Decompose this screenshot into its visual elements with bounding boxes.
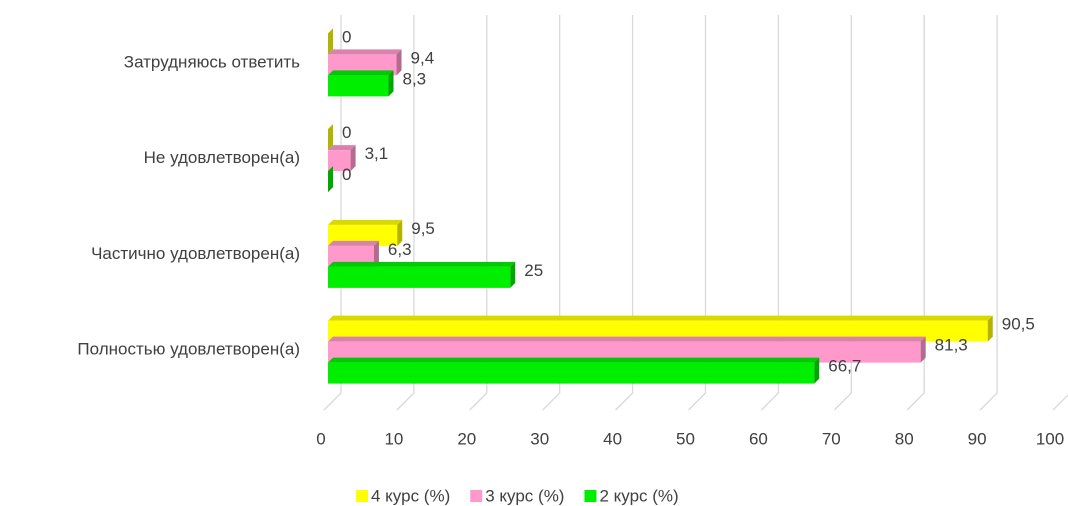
bar-top bbox=[328, 219, 403, 225]
bar bbox=[328, 245, 374, 267]
bar-top bbox=[328, 145, 356, 151]
legend-label: 3 курс (%) bbox=[485, 486, 564, 505]
bar bbox=[328, 54, 397, 76]
y-tick-label: Не удовлетворен(а) bbox=[144, 148, 300, 167]
bar bbox=[328, 362, 815, 384]
data-label: 0 bbox=[342, 165, 351, 184]
x-tick-label: 60 bbox=[749, 429, 768, 448]
grid-line bbox=[1052, 394, 1068, 411]
legend-label: 4 курс (%) bbox=[371, 486, 450, 505]
data-label: 6,3 bbox=[388, 240, 412, 259]
y-tick-label: Полностью удовлетворен(а) bbox=[77, 340, 300, 359]
bar-top bbox=[328, 315, 993, 321]
x-tick-label: 10 bbox=[384, 429, 403, 448]
bar bbox=[328, 320, 988, 342]
grid-line bbox=[469, 15, 488, 411]
grid-line bbox=[323, 15, 342, 411]
legend-label: 2 курс (%) bbox=[599, 486, 678, 505]
data-label: 81,3 bbox=[935, 336, 968, 355]
bar-side bbox=[388, 70, 394, 97]
bar-top bbox=[328, 357, 820, 363]
bar-top bbox=[328, 70, 394, 76]
data-label: 90,5 bbox=[1002, 315, 1035, 334]
x-tick-label: 30 bbox=[530, 429, 549, 448]
y-tick-label: Частично удовлетворен(а) bbox=[91, 244, 300, 263]
bar-side bbox=[987, 315, 993, 342]
x-tick-label: 90 bbox=[968, 429, 987, 448]
x-tick-label: 100 bbox=[1036, 429, 1064, 448]
bar bbox=[328, 75, 389, 97]
data-label: 9,5 bbox=[411, 219, 435, 238]
bar bbox=[328, 341, 921, 363]
grid-line bbox=[760, 15, 780, 411]
grid-line bbox=[906, 15, 925, 411]
bar-side bbox=[328, 124, 333, 151]
grid-line bbox=[615, 15, 634, 411]
bar-top bbox=[328, 49, 402, 55]
bar-top bbox=[328, 336, 926, 342]
bar-top bbox=[328, 240, 379, 246]
x-tick-label: 80 bbox=[895, 429, 914, 448]
x-tick-label: 70 bbox=[822, 429, 841, 448]
data-label: 0 bbox=[342, 27, 351, 46]
grid-line bbox=[396, 15, 415, 411]
grid-line bbox=[979, 15, 998, 411]
y-tick-label: Затрудняюсь ответить bbox=[124, 52, 300, 71]
grid-line bbox=[542, 15, 561, 411]
grid-line bbox=[833, 15, 852, 411]
x-tick-label: 50 bbox=[676, 429, 695, 448]
bar-side bbox=[814, 357, 820, 384]
x-tick-label: 40 bbox=[603, 429, 622, 448]
bar-side bbox=[920, 336, 926, 363]
bar-side bbox=[510, 261, 516, 288]
grid-line bbox=[688, 15, 707, 411]
bar bbox=[328, 224, 398, 246]
legend-swatch bbox=[470, 490, 483, 502]
bar-side bbox=[373, 240, 379, 267]
data-label: 8,3 bbox=[403, 69, 427, 88]
bar-side bbox=[328, 166, 333, 193]
data-label: 0 bbox=[342, 123, 351, 142]
bar-side bbox=[396, 49, 402, 76]
bar bbox=[328, 150, 351, 172]
x-tick-label: 0 bbox=[316, 429, 325, 448]
legend-swatch bbox=[356, 490, 368, 502]
x-tick-label: 20 bbox=[457, 429, 476, 448]
legend-swatch bbox=[584, 490, 597, 502]
bar-top bbox=[328, 261, 516, 267]
data-label: 66,7 bbox=[828, 357, 861, 376]
data-label: 25 bbox=[524, 261, 543, 280]
bar-side bbox=[397, 219, 403, 246]
data-label: 3,1 bbox=[365, 144, 389, 163]
bar-side bbox=[350, 145, 356, 172]
data-label: 9,4 bbox=[411, 48, 435, 67]
bar bbox=[328, 266, 511, 288]
bar-side bbox=[328, 28, 333, 55]
